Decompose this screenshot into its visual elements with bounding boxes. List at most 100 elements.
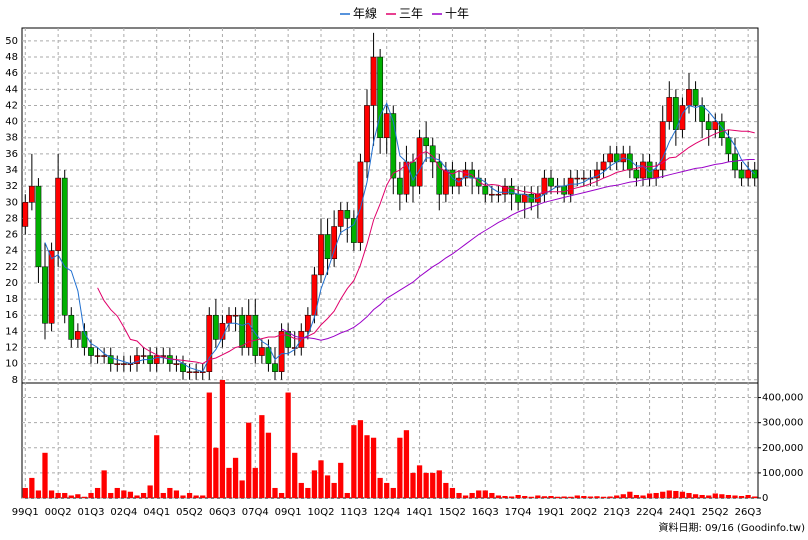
volume-bar — [219, 379, 226, 498]
y-tick-label: 28 — [5, 213, 18, 224]
candle-body — [653, 169, 660, 179]
volume-bar — [305, 487, 311, 498]
x-tick-label: 00Q2 — [45, 507, 72, 518]
volume-bar — [390, 487, 396, 498]
y-tick-label: 44 — [5, 84, 18, 95]
candle-body — [508, 185, 515, 195]
volume-bar — [692, 494, 699, 498]
x-tick-label: 14Q1 — [406, 507, 433, 518]
volume-bar — [377, 477, 383, 498]
candle-body — [705, 121, 712, 130]
candle-body — [482, 185, 489, 195]
volume-bar — [35, 490, 42, 498]
volume-bar — [370, 437, 377, 498]
y-tick-label: 20 — [5, 278, 18, 289]
volume-bar — [239, 480, 245, 498]
x-tick-label: 17Q4 — [505, 507, 532, 518]
x-tick-label: 20Q2 — [570, 507, 597, 518]
volume-bar — [324, 475, 331, 498]
candle-body — [285, 331, 292, 348]
volume-bar — [738, 495, 745, 498]
candle-body — [61, 177, 68, 316]
volume-bar — [186, 492, 193, 498]
volume-bar — [719, 494, 725, 498]
x-tick-label: 04Q1 — [143, 507, 170, 518]
candle-body — [567, 177, 574, 195]
x-tick-label: 26Q3 — [735, 507, 762, 518]
candle-body — [28, 185, 35, 203]
volume-bar — [653, 492, 659, 498]
volume-bar — [752, 496, 758, 498]
x-tick-label: 05Q2 — [176, 507, 203, 518]
volume-bar — [443, 482, 449, 498]
y-tick-label: 24 — [5, 246, 18, 257]
y-tick-label: 34 — [5, 165, 18, 176]
volume-bar — [528, 496, 534, 498]
candle-body — [68, 314, 75, 340]
volume-bar — [732, 495, 738, 498]
volume-bar — [449, 487, 456, 498]
candle-body — [94, 355, 101, 357]
volume-bar — [745, 494, 751, 498]
x-tick-label: 22Q4 — [636, 507, 663, 518]
volume-bar — [68, 495, 74, 498]
candle-body — [74, 331, 81, 340]
x-tick-label: 19Q1 — [538, 507, 565, 518]
candle-body — [416, 137, 423, 187]
volume-bar — [22, 487, 28, 498]
candle-body — [278, 331, 285, 372]
x-tick-label: 11Q3 — [340, 507, 367, 518]
ma-line — [97, 129, 755, 365]
candle-body — [580, 177, 587, 180]
y-tick-label: 50 — [5, 36, 18, 47]
volume-bar — [364, 435, 370, 498]
candle-body — [600, 161, 607, 171]
legend-label: 十年 — [445, 7, 469, 21]
volume-bar — [535, 495, 541, 498]
y-tick-label: 26 — [5, 230, 18, 241]
volume-bar — [29, 477, 35, 498]
candle-body — [751, 169, 758, 179]
candle-body — [364, 105, 370, 163]
y-tick-label: 30 — [5, 197, 18, 208]
candle-body — [153, 355, 160, 364]
volume-bar — [541, 496, 548, 498]
candle-body — [193, 371, 200, 373]
candle-body — [745, 169, 752, 179]
volume-bar — [55, 492, 61, 498]
volume-bar — [508, 496, 515, 498]
volume-bar — [410, 472, 416, 498]
volume-bar — [502, 495, 508, 498]
volume-bar — [232, 457, 239, 498]
volume-bar — [515, 494, 521, 498]
y-tick-label: 48 — [5, 52, 18, 63]
volume-bar — [331, 482, 337, 498]
candle-body — [239, 314, 246, 348]
volume-bar — [548, 495, 554, 498]
volume-bar — [554, 496, 561, 498]
candle-body — [107, 355, 114, 364]
volume-bar — [344, 492, 350, 498]
candle-body — [22, 202, 29, 227]
volume-bar — [456, 492, 462, 498]
candle-body — [114, 363, 121, 365]
candle-body — [337, 210, 344, 227]
candle-body — [561, 185, 568, 195]
volume-bar — [423, 472, 429, 498]
candle-body — [607, 153, 614, 163]
candle-body — [718, 121, 725, 138]
volume-bar — [88, 492, 94, 498]
candle-body — [692, 89, 699, 106]
y-tick-label: 16 — [5, 310, 18, 321]
candle-body — [640, 161, 646, 179]
candle-body — [186, 371, 193, 373]
candle-body — [140, 355, 147, 357]
volume-bar — [173, 490, 180, 498]
candle-body — [679, 105, 686, 130]
volume-bar — [101, 470, 107, 498]
candle-body — [318, 234, 324, 276]
volume-bar — [351, 425, 357, 498]
volume-bar — [265, 432, 272, 498]
volume-bar — [246, 422, 252, 498]
